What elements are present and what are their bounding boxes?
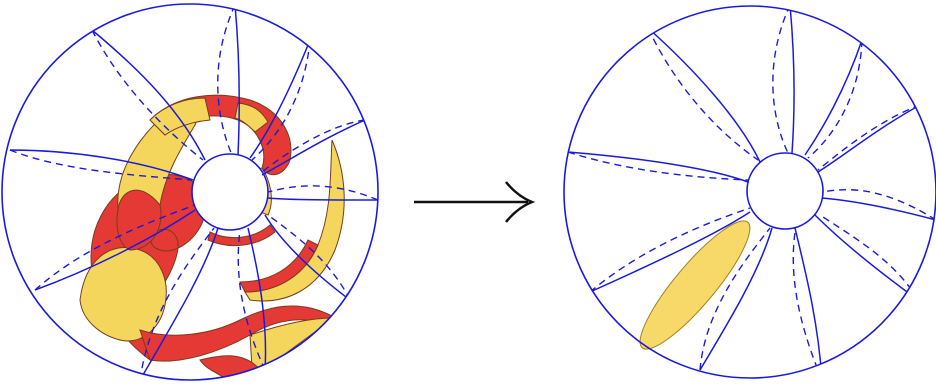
right-dashed-curves — [567, 6, 936, 378]
left-meridians — [9, 4, 378, 380]
tube-inner-curl — [207, 224, 276, 246]
knotted-surface — [79, 94, 345, 379]
spanning-disc — [639, 220, 751, 350]
left-dashed-curves — [9, 4, 378, 380]
left-outer-circle — [1, 3, 379, 381]
right-meridians — [567, 6, 936, 378]
right-inner-hole — [746, 152, 824, 230]
left-inner-hole — [191, 153, 269, 231]
transform-arrow — [414, 181, 536, 223]
tube-tail-red — [239, 239, 319, 293]
tube-outer-yellow — [79, 246, 167, 342]
left-sphere — [1, 3, 379, 381]
tube-tail — [244, 139, 345, 302]
right-outer-circle — [563, 5, 936, 379]
right-sphere — [563, 5, 936, 379]
